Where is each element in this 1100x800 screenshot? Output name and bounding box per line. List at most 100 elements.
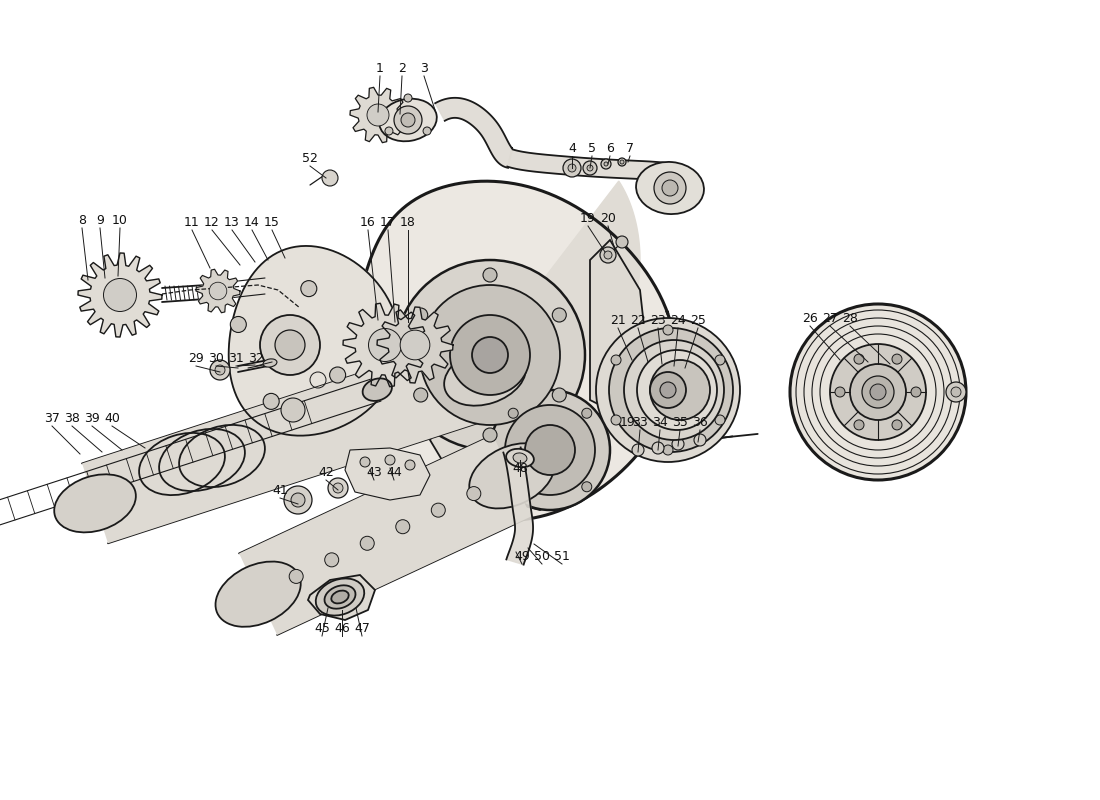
Polygon shape [504, 447, 534, 565]
Text: 23: 23 [650, 314, 666, 326]
Circle shape [396, 520, 410, 534]
Text: 24: 24 [670, 314, 686, 326]
Text: 39: 39 [84, 411, 100, 425]
Ellipse shape [216, 562, 300, 626]
Circle shape [328, 478, 348, 498]
Text: 6: 6 [606, 142, 614, 154]
Text: 33: 33 [632, 415, 648, 429]
Circle shape [610, 355, 621, 365]
Text: 7: 7 [626, 142, 634, 154]
Circle shape [522, 418, 537, 431]
Text: 51: 51 [554, 550, 570, 562]
Ellipse shape [316, 578, 364, 615]
Text: 45: 45 [315, 622, 330, 634]
Circle shape [609, 328, 733, 452]
Circle shape [292, 493, 305, 507]
Ellipse shape [379, 98, 437, 142]
Circle shape [284, 486, 312, 514]
Circle shape [854, 420, 864, 430]
Text: 19: 19 [620, 415, 636, 429]
Polygon shape [346, 181, 675, 521]
Circle shape [830, 344, 926, 440]
Text: 28: 28 [843, 311, 858, 325]
Polygon shape [350, 87, 406, 142]
Text: 37: 37 [44, 411, 59, 425]
Circle shape [650, 372, 686, 408]
Text: 46: 46 [334, 622, 350, 634]
Polygon shape [78, 253, 162, 337]
Text: 34: 34 [652, 415, 668, 429]
Text: 10: 10 [112, 214, 128, 226]
Text: 29: 29 [188, 351, 204, 365]
Circle shape [508, 482, 518, 492]
Circle shape [280, 398, 305, 422]
Text: 11: 11 [184, 215, 200, 229]
Circle shape [367, 104, 389, 126]
Text: 41: 41 [272, 483, 288, 497]
Circle shape [650, 360, 710, 420]
Circle shape [400, 330, 430, 360]
Text: 42: 42 [318, 466, 334, 478]
Circle shape [490, 390, 610, 510]
Text: 13: 13 [224, 215, 240, 229]
Text: 32: 32 [249, 351, 264, 365]
Ellipse shape [263, 359, 277, 367]
Text: 52: 52 [302, 151, 318, 165]
Circle shape [214, 365, 225, 375]
Ellipse shape [470, 443, 554, 509]
Circle shape [402, 113, 415, 127]
Circle shape [322, 170, 338, 186]
Circle shape [209, 282, 227, 300]
Circle shape [483, 428, 497, 442]
Text: 47: 47 [354, 622, 370, 634]
Circle shape [862, 376, 894, 408]
Circle shape [600, 247, 616, 263]
Text: 14: 14 [244, 215, 260, 229]
Circle shape [394, 106, 422, 134]
Text: 16: 16 [360, 215, 376, 229]
Circle shape [210, 360, 230, 380]
Circle shape [333, 483, 343, 493]
Circle shape [946, 382, 966, 402]
Circle shape [263, 394, 279, 410]
Polygon shape [308, 575, 375, 620]
Circle shape [385, 455, 395, 465]
Text: 9: 9 [96, 214, 103, 226]
Text: 5: 5 [588, 142, 596, 154]
Text: 19: 19 [580, 211, 596, 225]
Polygon shape [345, 448, 430, 500]
Polygon shape [590, 240, 650, 430]
Circle shape [892, 354, 902, 364]
Circle shape [663, 445, 673, 455]
Text: 50: 50 [534, 550, 550, 562]
Text: 22: 22 [630, 314, 646, 326]
Circle shape [583, 161, 597, 175]
Circle shape [360, 536, 374, 550]
Circle shape [854, 354, 864, 364]
Text: 21: 21 [610, 314, 626, 326]
Circle shape [552, 308, 567, 322]
Circle shape [568, 164, 576, 172]
Polygon shape [343, 303, 427, 386]
Circle shape [601, 159, 610, 169]
Text: 1: 1 [376, 62, 384, 74]
Circle shape [870, 384, 886, 400]
Circle shape [368, 329, 402, 362]
Polygon shape [239, 435, 531, 635]
Circle shape [450, 315, 530, 395]
Text: 15: 15 [264, 215, 279, 229]
Text: 49: 49 [514, 550, 530, 562]
Circle shape [260, 315, 320, 375]
Ellipse shape [324, 586, 355, 609]
Text: 3: 3 [420, 62, 428, 74]
Circle shape [694, 434, 706, 446]
Circle shape [835, 387, 845, 397]
Circle shape [466, 486, 481, 501]
Ellipse shape [363, 378, 392, 401]
Circle shape [892, 420, 902, 430]
Circle shape [654, 172, 686, 204]
Circle shape [715, 355, 725, 365]
Text: 12: 12 [205, 215, 220, 229]
Circle shape [404, 94, 412, 102]
Text: 38: 38 [64, 411, 80, 425]
